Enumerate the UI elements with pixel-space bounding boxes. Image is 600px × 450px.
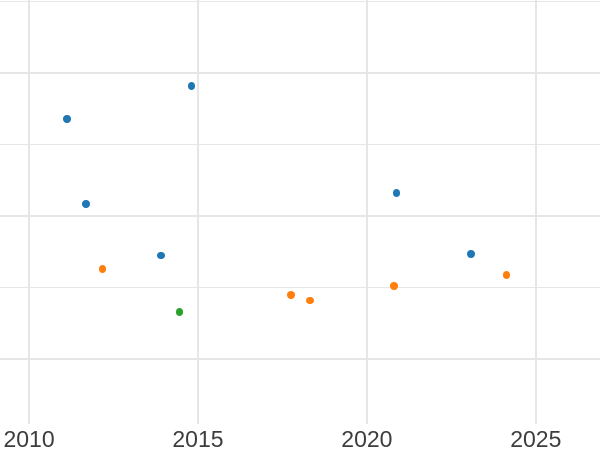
series-blue-point	[392, 189, 401, 197]
x-tick-label: 2025	[510, 426, 562, 450]
x-tick-label: 2010	[3, 426, 55, 450]
x-gridline	[28, 0, 30, 424]
x-gridline	[535, 0, 537, 424]
series-orange-point	[306, 296, 314, 305]
x-gridline	[197, 0, 199, 424]
x-gridline	[366, 0, 368, 424]
y-gridline	[0, 358, 600, 360]
x-tick-label: 2020	[341, 426, 393, 450]
series-orange-point	[287, 291, 295, 299]
series-blue-point	[82, 200, 90, 208]
series-orange-point	[390, 282, 398, 290]
series-green-point	[175, 308, 184, 316]
series-blue-point	[63, 115, 71, 123]
y-gridline	[0, 215, 600, 217]
y-gridline	[0, 0, 600, 3]
series-blue-point	[187, 82, 196, 90]
series-blue-point	[467, 250, 475, 258]
x-tick-label: 2015	[172, 426, 224, 450]
series-orange-point	[98, 265, 107, 273]
y-gridline	[0, 72, 600, 74]
y-gridline	[0, 143, 600, 146]
series-orange-point	[502, 271, 511, 279]
series-blue-point	[157, 251, 165, 260]
y-gridline	[0, 286, 600, 289]
